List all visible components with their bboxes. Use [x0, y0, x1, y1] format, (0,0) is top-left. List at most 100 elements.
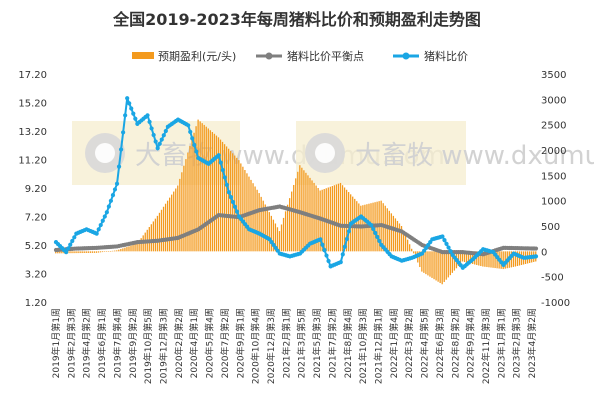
legend-label-profit: 预期盈利(元/头) [158, 50, 236, 63]
x-tick-label: 2022年8月第2周 [449, 308, 461, 378]
profit-bar [425, 251, 427, 275]
price-ratio-point [133, 116, 138, 121]
legend-label-breakeven: 猪料比价平衡点 [287, 49, 364, 63]
price-ratio-point [157, 141, 162, 146]
profit-bar [136, 243, 138, 252]
profit-bar [134, 244, 136, 252]
profit-bar [75, 251, 77, 254]
price-ratio-point [340, 252, 345, 257]
profit-bar [441, 251, 443, 285]
x-tick-label: 2022年3月第2周 [403, 308, 415, 378]
price-ratio-point [444, 241, 449, 246]
profit-bar [185, 159, 187, 252]
profit-bar [225, 146, 228, 252]
price-ratio-point [116, 164, 122, 169]
profit-bar [467, 251, 470, 263]
price-ratio-point [194, 149, 199, 154]
profit-bar [386, 208, 388, 252]
profit-bar [392, 215, 395, 252]
profit-bar [152, 221, 155, 252]
price-ratio-point [232, 204, 238, 209]
profit-bar [73, 251, 75, 254]
y-right-tick-label: 1500 [541, 171, 566, 182]
profit-bar [289, 198, 291, 252]
profit-bar [89, 251, 91, 253]
price-ratio-point [118, 147, 124, 152]
x-tick-label: 2021年10月第3周 [357, 308, 369, 384]
price-ratio-point [114, 181, 120, 186]
profit-bar [223, 144, 226, 252]
profit-bar [236, 157, 238, 252]
x-tick-label: 2023年4月第2周 [526, 308, 538, 378]
price-ratio-point [377, 238, 382, 244]
profit-bar [158, 212, 161, 252]
profit-bar [272, 219, 275, 252]
x-tick-label: 2020年7月第2周 [219, 308, 231, 378]
profit-bar [394, 218, 397, 252]
y-left-tick-label: 5.20 [25, 241, 47, 252]
breakeven-point [533, 246, 539, 251]
profit-bar [250, 179, 252, 252]
profit-bar [258, 193, 260, 252]
price-ratio-point [108, 198, 114, 203]
breakeven-series [53, 204, 539, 257]
profit-bar [319, 190, 321, 252]
profit-bar [209, 130, 211, 252]
profit-bar [510, 251, 512, 268]
profit-bar [201, 123, 203, 252]
profit-bar [195, 126, 197, 252]
price-ratio-point [127, 101, 132, 106]
y-right-tick-label: -500 [541, 273, 564, 284]
price-ratio-point [338, 260, 343, 265]
y-right-tick-label: 500 [541, 222, 560, 233]
profit-bar [95, 251, 98, 253]
price-ratio-point [64, 250, 69, 255]
price-ratio-point [192, 142, 197, 148]
x-tick-label: 2020年4月第1周 [188, 308, 200, 378]
x-tick-label: 2021年2月第1周 [280, 308, 292, 378]
profit-bar [331, 185, 334, 252]
profit-bar [103, 251, 106, 252]
profit-bar [347, 192, 350, 252]
profit-bar [502, 251, 504, 270]
profit-bar [266, 208, 268, 252]
profit-bar [451, 251, 454, 273]
profit-bar [419, 251, 421, 268]
profit-bar [97, 251, 100, 253]
y-left-tick-label: 11.20 [18, 156, 47, 167]
y-right-tick-label: 1000 [541, 197, 566, 208]
profit-bar [341, 185, 344, 252]
profit-bar [488, 251, 490, 268]
profit-bar [197, 119, 199, 252]
x-tick-label: 2019年10月第5周 [142, 308, 154, 384]
y-right-tick-label: 3500 [541, 70, 566, 81]
watermark-right-text: 大畜牧 www.dxumu.com [355, 141, 594, 171]
profit-bar [398, 223, 401, 252]
profit-bar [63, 251, 65, 254]
price-ratio-point [234, 209, 240, 214]
profit-bar [240, 163, 242, 252]
profit-bar [335, 184, 338, 252]
price-ratio-point [533, 254, 539, 259]
profit-bar [118, 249, 120, 252]
profit-bar [77, 251, 79, 254]
profit-bar [234, 155, 236, 252]
price-ratio-point [149, 126, 154, 131]
price-ratio-point [320, 242, 325, 247]
profit-bar [264, 204, 266, 252]
profit-bar [291, 191, 293, 252]
profit-bar [339, 182, 342, 252]
y-right-tick-label: 2500 [541, 121, 566, 132]
price-ratio-series [53, 96, 539, 270]
y-left-tick-label: 13.20 [18, 127, 47, 138]
profit-bar [132, 245, 134, 252]
price-ratio-point [94, 231, 99, 236]
price-ratio-point [161, 133, 166, 138]
profit-bar [470, 251, 472, 264]
y-left-tick-label: 7.20 [25, 213, 47, 224]
profit-bar [160, 209, 163, 252]
profit-bar [449, 251, 451, 276]
profit-bar [238, 160, 240, 252]
profit-bar [124, 247, 126, 252]
